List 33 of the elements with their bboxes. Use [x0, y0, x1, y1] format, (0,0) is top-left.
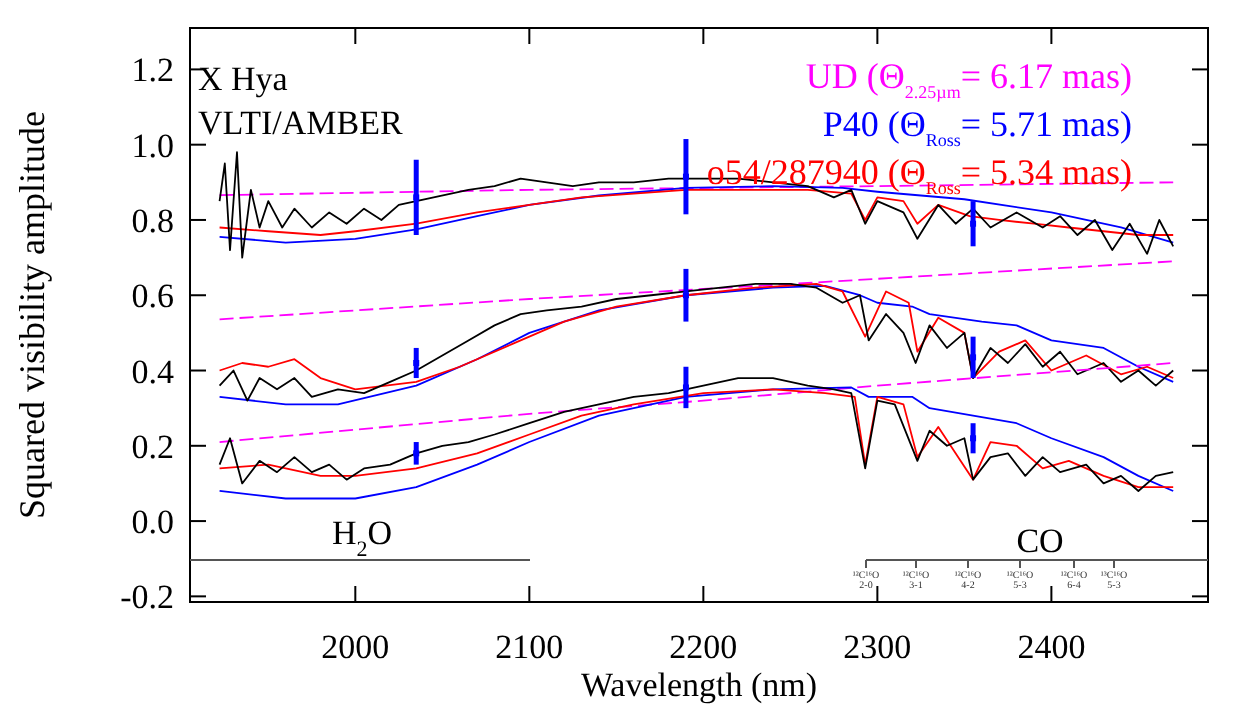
annotation: X Hya — [198, 60, 289, 98]
x-tick-label: 2100 — [495, 628, 564, 666]
point — [413, 194, 420, 201]
text: UD (Θ$_{2.25µm}$= 6.17 mas) — [805, 56, 1133, 102]
y-tick-label: -0.2 — [120, 578, 174, 617]
series-label: P40 (Θ$_{Ross}$= 5.71 mas) — [822, 104, 1133, 150]
point — [682, 292, 689, 299]
series-label: o54/287940 (Θ$_{Ross}$= 5.34 mas) — [706, 152, 1133, 198]
annotation: VLTI/AMBER — [198, 104, 404, 142]
y-tick-label: 1.2 — [131, 51, 174, 90]
y-tick-label: 0.8 — [131, 201, 174, 240]
y-tick-label: 0.0 — [131, 503, 174, 542]
annotation: H$_{2}$O — [331, 514, 393, 562]
point — [682, 173, 689, 180]
x-tick-label: 2400 — [1017, 628, 1086, 666]
y-tick-label: 0.4 — [131, 352, 175, 391]
point — [682, 384, 689, 391]
point — [413, 450, 420, 457]
x-tick-label: 2000 — [321, 628, 390, 666]
line-series — [218, 151, 1175, 259]
point — [413, 359, 420, 366]
line-series — [218, 260, 1175, 321]
x-tick-label: 2200 — [669, 628, 738, 666]
y-tick-label: 0.2 — [131, 427, 174, 466]
annotation: CO — [1016, 522, 1064, 560]
y-axis-title: Squared visibility amplitude — [12, 111, 52, 519]
point — [970, 220, 977, 227]
x-axis-title: Wavelength (nm) — [580, 666, 818, 704]
line-series — [218, 362, 1175, 443]
x-tick-label: 2300 — [843, 628, 912, 666]
point — [970, 354, 977, 361]
y-tick-label: 1.0 — [131, 126, 174, 165]
y-tick-label: 0.6 — [131, 277, 174, 316]
